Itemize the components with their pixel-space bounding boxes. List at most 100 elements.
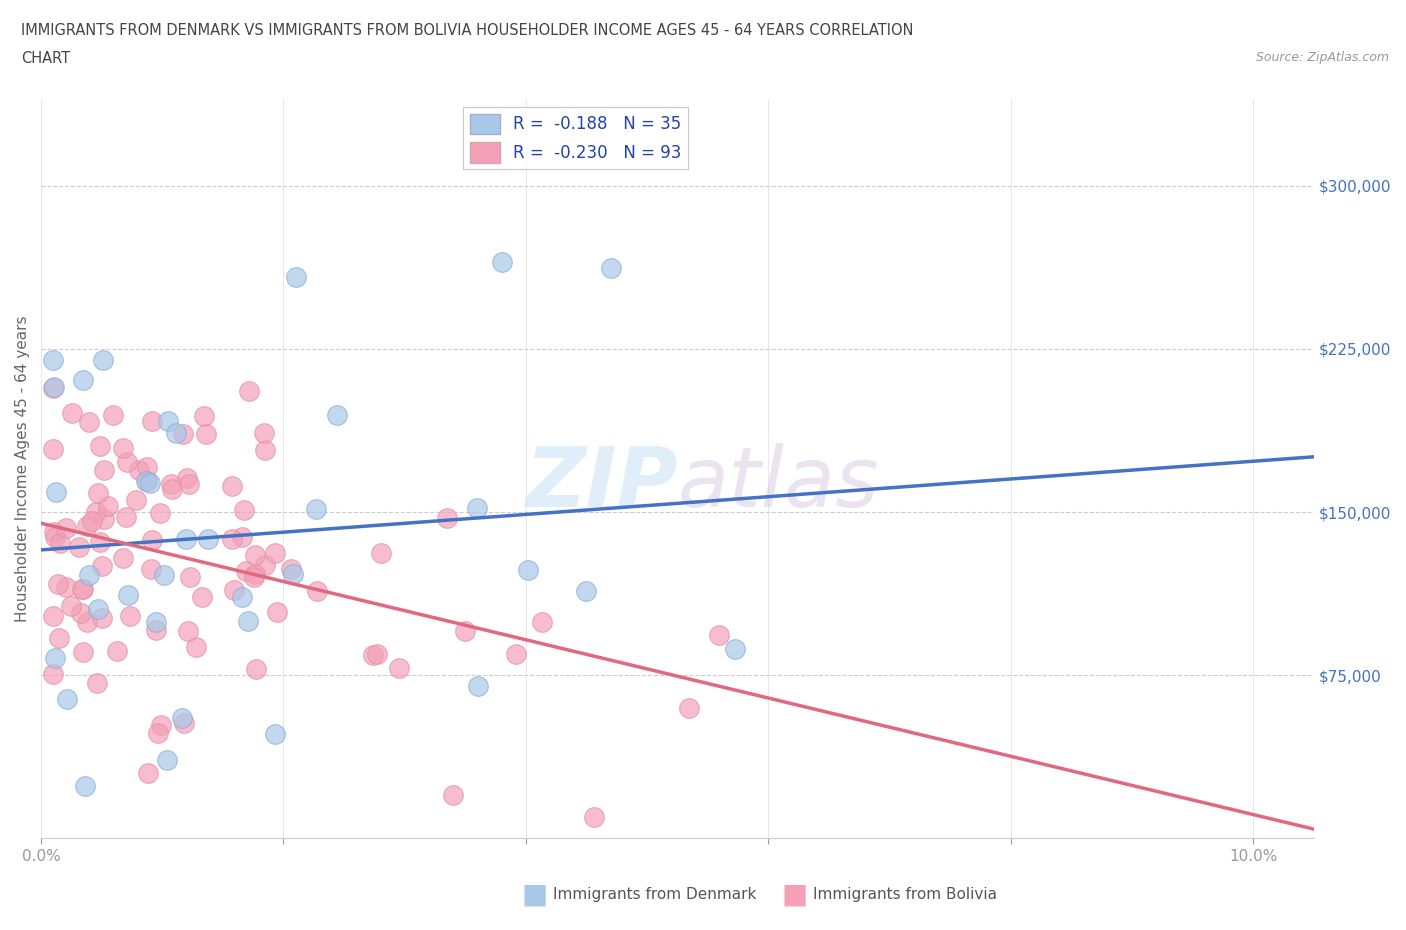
Point	[135, 473, 157, 488]
Point	[436, 511, 458, 525]
Point	[87, 485, 110, 500]
Point	[678, 700, 700, 715]
Point	[284, 270, 307, 285]
Point	[305, 502, 328, 517]
Point	[253, 443, 276, 458]
Point	[170, 711, 193, 725]
Point	[263, 726, 285, 741]
Point	[55, 579, 77, 594]
Point	[84, 505, 107, 520]
Point	[42, 525, 65, 539]
Point	[165, 426, 187, 441]
Text: atlas: atlas	[678, 443, 879, 524]
Point	[97, 498, 120, 513]
Point	[46, 577, 69, 591]
Point	[173, 715, 195, 730]
Point	[70, 605, 93, 620]
Point	[125, 493, 148, 508]
Point	[89, 438, 111, 453]
Point	[388, 660, 411, 675]
Point	[235, 564, 257, 578]
Point	[136, 765, 159, 780]
Point	[231, 590, 253, 604]
Point	[233, 502, 256, 517]
Point	[280, 562, 302, 577]
Point	[221, 479, 243, 494]
Point	[179, 570, 201, 585]
Point	[128, 462, 150, 477]
Point	[162, 482, 184, 497]
Point	[197, 531, 219, 546]
Point	[149, 506, 172, 521]
Point	[141, 533, 163, 548]
Point	[72, 581, 94, 596]
Point	[141, 562, 163, 577]
Point	[139, 475, 162, 490]
Point	[90, 611, 112, 626]
Point	[111, 440, 134, 455]
Point	[105, 644, 128, 658]
Point	[117, 587, 139, 602]
Point	[42, 380, 65, 395]
Point	[363, 648, 385, 663]
Point	[152, 567, 174, 582]
Point	[89, 535, 111, 550]
Point	[135, 460, 157, 475]
Point	[253, 426, 276, 441]
Point	[516, 563, 538, 578]
Point	[195, 427, 218, 442]
Point	[467, 678, 489, 693]
Point	[454, 624, 477, 639]
Point	[45, 485, 67, 499]
Point	[530, 615, 553, 630]
Point	[465, 500, 488, 515]
Point	[87, 601, 110, 616]
Point	[101, 407, 124, 422]
Text: Immigrants from Bolivia: Immigrants from Bolivia	[813, 887, 997, 902]
Point	[42, 352, 65, 367]
Point	[73, 778, 96, 793]
Point	[236, 614, 259, 629]
Point	[111, 551, 134, 566]
Point	[150, 718, 173, 733]
Point	[243, 548, 266, 563]
Point	[156, 752, 179, 767]
Point	[70, 581, 93, 596]
Point	[264, 545, 287, 560]
Text: IMMIGRANTS FROM DENMARK VS IMMIGRANTS FROM BOLIVIA HOUSEHOLDER INCOME AGES 45 - : IMMIGRANTS FROM DENMARK VS IMMIGRANTS FR…	[21, 23, 914, 38]
Point	[148, 726, 170, 741]
Point	[156, 414, 179, 429]
Point	[42, 666, 65, 681]
Point	[55, 521, 77, 536]
Point	[93, 463, 115, 478]
Point	[575, 583, 598, 598]
Point	[231, 530, 253, 545]
Point	[242, 570, 264, 585]
Point	[582, 809, 605, 824]
Point	[86, 675, 108, 690]
Point	[176, 623, 198, 638]
Point	[135, 473, 157, 488]
Point	[190, 590, 212, 604]
Point	[48, 631, 70, 645]
Text: Immigrants from Denmark: Immigrants from Denmark	[553, 887, 756, 902]
Point	[42, 441, 65, 456]
Point	[222, 583, 245, 598]
Point	[72, 645, 94, 660]
Point	[60, 599, 83, 614]
Point	[179, 477, 201, 492]
Point	[174, 531, 197, 546]
Point	[305, 583, 328, 598]
Point	[44, 529, 66, 544]
Point	[77, 414, 100, 429]
Point	[370, 545, 392, 560]
Point	[120, 608, 142, 623]
Point	[77, 567, 100, 582]
Point	[60, 405, 83, 420]
Point	[221, 531, 243, 546]
Point	[266, 604, 288, 619]
Text: ■: ■	[782, 881, 807, 909]
Point	[72, 373, 94, 388]
Point	[93, 512, 115, 526]
Legend: R =  -0.188   N = 35, R =  -0.230   N = 93: R = -0.188 N = 35, R = -0.230 N = 93	[463, 107, 688, 169]
